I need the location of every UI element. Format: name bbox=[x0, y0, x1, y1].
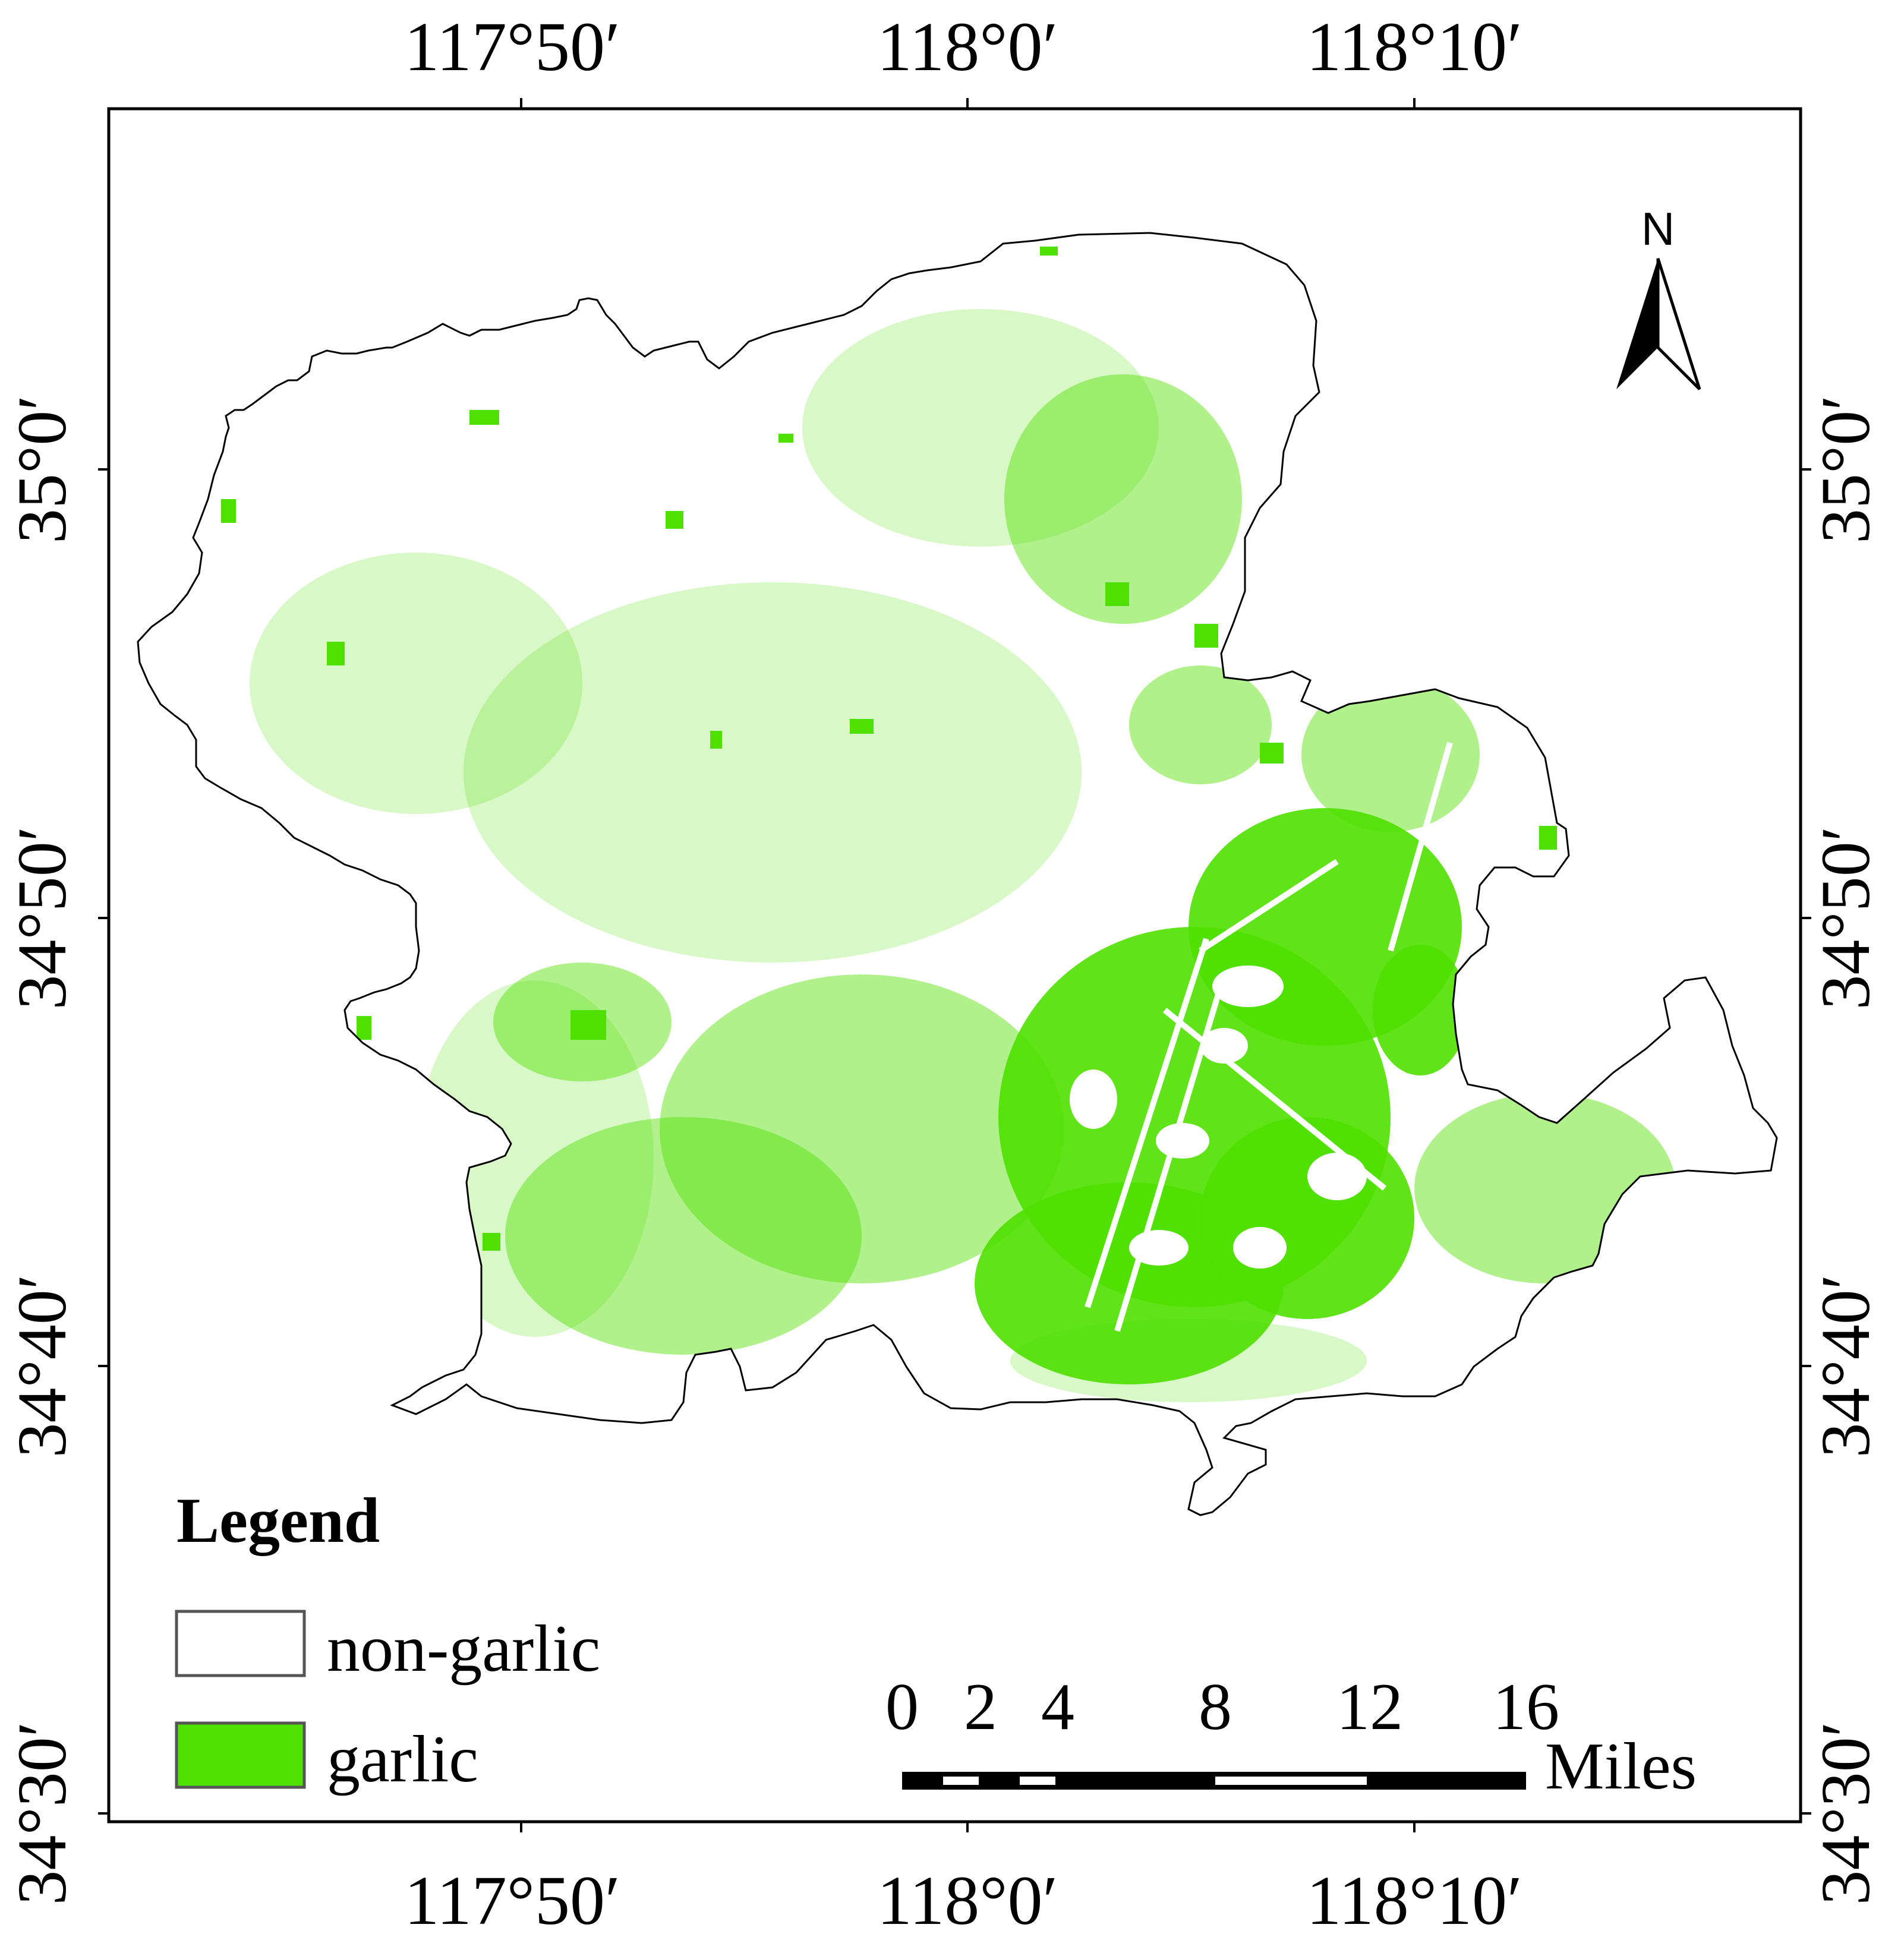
right-tick-label: 34°40′ bbox=[1807, 1274, 1884, 1457]
right-tick-label: 35°0′ bbox=[1807, 395, 1884, 544]
scale-label: 2 bbox=[964, 1670, 997, 1744]
scale-label: 8 bbox=[1199, 1670, 1232, 1744]
left-tick-label: 34°40′ bbox=[3, 1274, 81, 1457]
legend-swatch-garlic bbox=[175, 1721, 306, 1789]
right-tick-label: 34°30′ bbox=[1807, 1721, 1884, 1905]
scale-label: 16 bbox=[1493, 1670, 1559, 1744]
frame-ticks bbox=[98, 98, 1811, 1832]
scale-label: 0 bbox=[885, 1670, 919, 1744]
left-tick-label: 34°30′ bbox=[3, 1721, 81, 1905]
left-tick-label: 35°0′ bbox=[3, 395, 81, 544]
legend-label-garlic: garlic bbox=[327, 1722, 478, 1796]
scale-label: 4 bbox=[1041, 1670, 1074, 1744]
scale-unit: Miles bbox=[1545, 1730, 1697, 1803]
left-tick-label: 34°50′ bbox=[3, 826, 81, 1009]
scale-label: 12 bbox=[1336, 1670, 1403, 1744]
garlic-layer bbox=[138, 233, 1777, 1515]
legend-title: Legend bbox=[176, 1485, 380, 1556]
right-tick-label: 34°50′ bbox=[1807, 826, 1884, 1009]
legend-label-non-garlic: non-garlic bbox=[327, 1612, 600, 1686]
bottom-tick-label: 117°50′ bbox=[404, 1862, 620, 1939]
legend-swatch-non-garlic bbox=[175, 1610, 306, 1677]
bottom-tick-label: 118°10′ bbox=[1306, 1862, 1522, 1939]
scale-bar bbox=[902, 1772, 1526, 1790]
north-arrow-icon bbox=[1616, 258, 1701, 390]
region-outline bbox=[137, 232, 1778, 1516]
top-tick-label: 118°10′ bbox=[1306, 8, 1522, 86]
top-tick-label: 117°50′ bbox=[404, 8, 620, 86]
top-tick-label: 118°0′ bbox=[877, 8, 1058, 86]
north-label: N bbox=[1641, 203, 1675, 255]
bottom-tick-label: 118°0′ bbox=[877, 1862, 1058, 1939]
